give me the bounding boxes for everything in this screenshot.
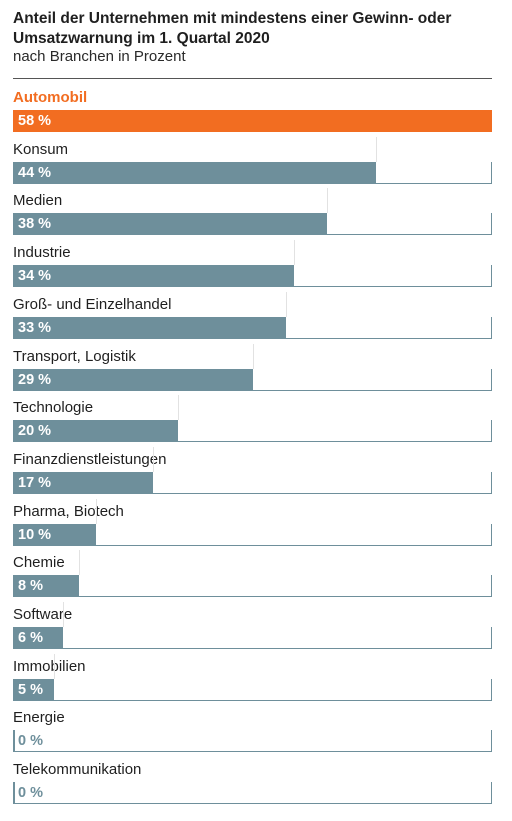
bar	[13, 316, 286, 339]
value-label: 5 %	[18, 681, 43, 698]
bar-guide-line	[54, 653, 56, 679]
bar	[13, 161, 377, 184]
bar-guide-line	[376, 136, 378, 162]
category-label: Finanzdienstleistungen	[13, 450, 167, 468]
bar-track	[13, 523, 492, 546]
value-label: 8 %	[18, 578, 43, 595]
category-label: Pharma, Biotech	[13, 502, 124, 520]
bar-guide-line	[285, 291, 287, 317]
bar-zero-marker	[13, 730, 15, 753]
bar	[13, 420, 179, 443]
bar	[13, 213, 327, 236]
bar-guide-line	[62, 602, 64, 627]
value-label: 44 %	[18, 164, 52, 181]
value-label: 20 %	[18, 423, 52, 440]
category-label: Technologie	[13, 399, 94, 417]
category-label: Telekommunikation	[13, 761, 142, 779]
value-label: 17 %	[18, 474, 52, 491]
chart-title: Anteil der Unternehmen mit mindestens ei…	[13, 10, 452, 47]
value-label: 6 %	[18, 630, 43, 646]
bar	[13, 678, 55, 701]
value-label: 33 %	[18, 319, 52, 336]
bar-track	[13, 420, 492, 443]
bar-zero-marker	[13, 782, 15, 805]
bar-guide-line	[252, 343, 254, 369]
value-label: 0 %	[18, 733, 43, 750]
category-label: Medien	[13, 192, 63, 210]
bar-track	[13, 678, 492, 701]
category-label: Software	[13, 606, 73, 623]
value-label: 29 %	[18, 371, 52, 388]
value-label: 38 %	[18, 216, 52, 233]
bar	[13, 110, 492, 132]
bar-guide-line	[79, 550, 81, 576]
value-label: 58 %	[18, 113, 52, 129]
category-label: Groß- und Einzelhandel	[13, 295, 172, 313]
category-label: Transport, Logistik	[13, 347, 136, 365]
category-label: Energie	[13, 709, 65, 727]
bar	[13, 471, 154, 494]
bar	[13, 523, 96, 546]
value-label: 34 %	[18, 268, 52, 285]
category-label: Chemie	[13, 554, 65, 572]
bar-track	[13, 471, 492, 494]
category-label: Immobilien	[13, 657, 86, 675]
bar-track	[13, 730, 492, 753]
category-label: Industrie	[13, 244, 71, 262]
bar-track	[13, 627, 492, 649]
category-label: Automobil	[13, 89, 88, 106]
category-label: Konsum	[13, 140, 69, 158]
bar-guide-line	[95, 498, 97, 524]
bar-guide-line	[326, 188, 328, 214]
chart-subtitle: nach Branchen in Prozent	[13, 48, 186, 65]
bar-track	[13, 575, 492, 598]
bar	[13, 575, 80, 598]
bar	[13, 265, 294, 288]
bar-guide-line	[178, 395, 180, 421]
bar-guide-line	[153, 446, 155, 472]
value-label: 10 %	[18, 526, 52, 543]
bar-track	[13, 368, 492, 391]
bar-track	[13, 782, 492, 805]
bar	[13, 368, 253, 391]
header-divider	[13, 78, 492, 79]
value-label: 0 %	[18, 785, 43, 802]
bar-guide-line	[293, 240, 295, 266]
bar	[13, 627, 63, 649]
